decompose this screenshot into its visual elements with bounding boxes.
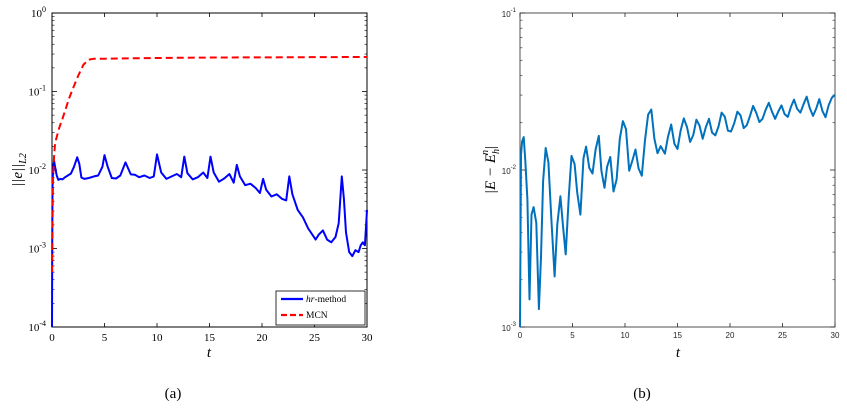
ytick-label: 10-1 [502,8,517,19]
xtick-label: 30 [831,331,840,340]
ytick-label-exp: -4 [39,319,46,328]
xtick-label: 5 [570,331,575,340]
panel-b-ylabel-open: |E − E [483,154,499,194]
panel-b-plot-area [519,12,836,328]
ytick-label: 10-3 [502,322,517,333]
ytick-label: 100 [31,5,46,20]
ytick-label: 10-1 [28,84,46,99]
panel-a-caption: (a) [165,386,182,402]
xtick-label: 25 [778,331,787,340]
xtick-label: 25 [309,332,321,344]
ytick-label-base: 10 [28,165,40,177]
panel-b-ylabel: |E − Ehn| [480,146,502,194]
ytick-label-base: 10 [31,8,43,20]
xtick-label: 0 [49,332,55,344]
panel-b-caption: (b) [633,386,651,402]
legend-entry-hr-method: hr-method [306,295,346,305]
panel-a-xlabel: t [207,345,212,361]
ytick-label-exp: -1 [511,8,517,14]
series-line-hr-method [51,153,368,328]
ytick-label-base: 10 [502,10,511,19]
xtick-label: 10 [152,332,164,344]
ytick-label: 10-4 [28,319,46,334]
panel-b-ylabel-sub: h [491,149,502,154]
ytick-label-exp: -2 [511,165,517,171]
ytick-label-base: 10 [502,324,511,333]
ytick-label-exp: -3 [511,322,517,328]
xtick-label: 20 [257,332,269,344]
panel-a-series [51,56,368,328]
xtick-label: 20 [726,331,735,340]
panel-a-legend: hr-method MCN [275,290,366,326]
panel-b-xlabel: t [676,345,681,361]
ytick-label-exp: -3 [39,241,46,250]
xtick-label: 5 [102,332,108,344]
ytick-label: 10-3 [28,241,46,256]
ytick-label-exp: -1 [39,84,46,93]
series-line-mcn [51,56,368,273]
series-line-error [519,94,836,328]
ytick-label: 10-2 [28,162,46,177]
panel-b-series [519,94,836,328]
xtick-label: 30 [362,332,374,344]
xtick-label: 0 [518,331,523,340]
legend-box [275,290,366,326]
ytick-label-base: 10 [28,244,40,256]
ytick-label-base: 10 [28,322,40,334]
xtick-label: 15 [673,331,682,340]
ytick-label-exp: -2 [39,162,46,171]
panel-a-ylabel-main: ||e|| [10,164,26,187]
xtick-label: 15 [204,332,216,344]
legend-entry-mcn: MCN [306,311,328,321]
ytick-label: 10-2 [502,165,517,176]
ytick-label-base: 10 [502,167,511,176]
ytick-label-base: 10 [28,87,40,99]
panel-b-ylabel-close: | [483,146,499,150]
legend-entry-hr-rest: -method [314,295,346,305]
panel-a-ylabel: ||e||L2 [10,153,29,187]
xtick-label: 10 [621,331,630,340]
panel-a-ylabel-sub: L2 [18,153,29,165]
legend-entry-hr-italic: hr [306,295,315,305]
ytick-label-exp: 0 [42,5,46,14]
panel-b-ylabel-sup: n [480,150,491,155]
